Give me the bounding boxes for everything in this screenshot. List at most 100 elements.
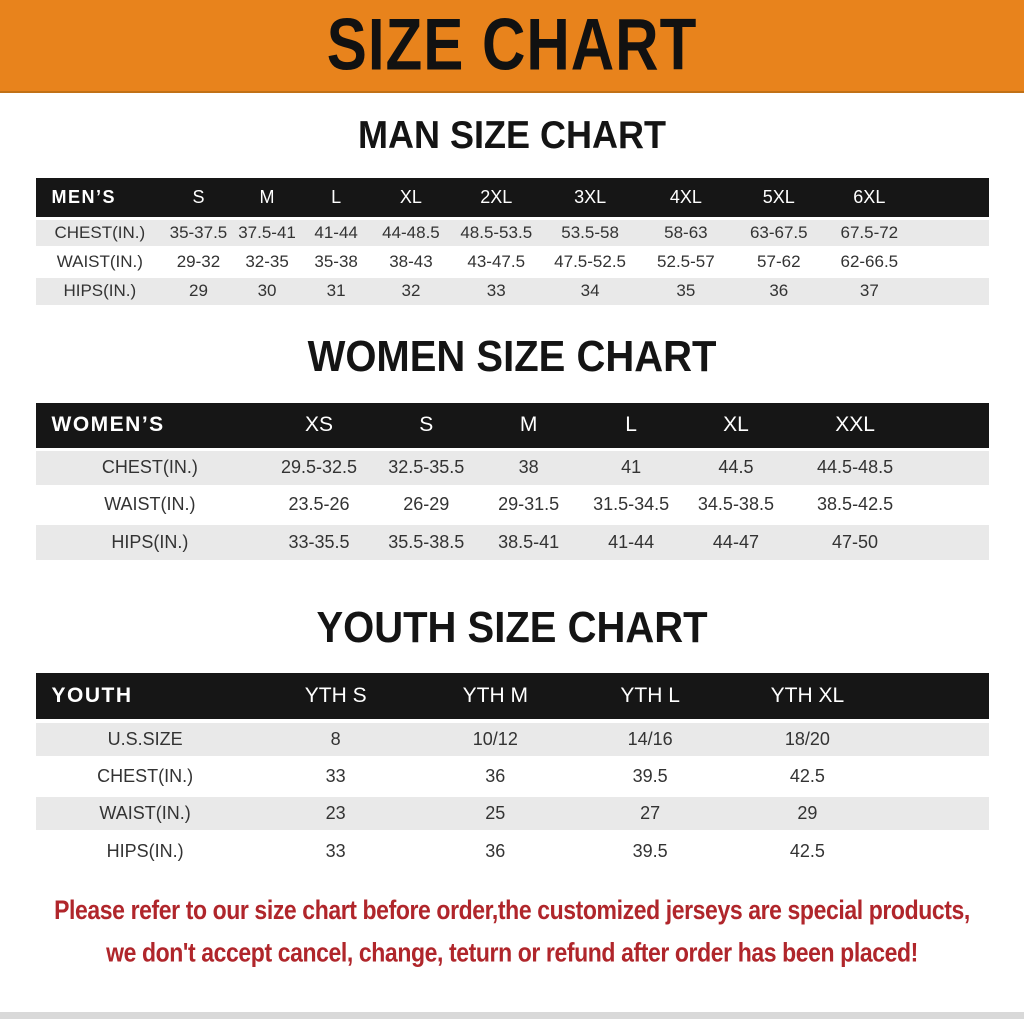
size-value-cell: 47-50 (788, 521, 922, 560)
table-row: CHEST(IN.) 35-37.5 37.5-41 41-44 44-48.5… (35, 216, 989, 247)
size-value-cell: 26-29 (373, 484, 479, 523)
filler-cell (921, 484, 989, 523)
size-value-cell: 34 (541, 274, 639, 305)
size-value-cell: 42.5 (726, 830, 889, 869)
filler-cell (888, 756, 989, 795)
size-value-cell: 29.5-32.5 (264, 447, 374, 486)
size-value-cell: 42.5 (726, 756, 889, 795)
filler-cell (921, 521, 989, 560)
size-value-cell: 8 (254, 719, 417, 758)
size-value-cell: 41-44 (301, 216, 371, 247)
size-value-cell: 44.5 (683, 447, 789, 486)
size-value-cell: 33 (254, 756, 417, 795)
size-value-cell: 41-44 (578, 521, 684, 560)
size-value-cell: 63-67.5 (733, 216, 825, 247)
youth-table-label: YOUTH (35, 673, 255, 721)
size-value-cell: 30 (232, 274, 302, 305)
size-value-cell: 31 (301, 274, 371, 305)
size-value-cell: 53.5-58 (541, 216, 639, 247)
size-header-cell: 5XL (733, 178, 825, 218)
size-value-cell: 35.5-38.5 (373, 521, 479, 560)
size-value-cell: 35-38 (301, 245, 371, 276)
size-value-cell: 27 (573, 793, 727, 832)
table-row: U.S.SIZE 8 10/12 14/16 18/20 (35, 719, 989, 758)
size-chart-title: SIZE CHART (326, 4, 698, 87)
table-header-row: MEN’S S M L XL 2XL 3XL 4XL 5XL 6XL (35, 178, 989, 218)
table-row: HIPS(IN.) 33 36 39.5 42.5 (35, 830, 989, 869)
man-size-chart-heading: MAN SIZE CHART (358, 112, 666, 157)
measurement-label: HIPS(IN.) (35, 274, 165, 305)
size-value-cell: 48.5-53.5 (450, 216, 542, 247)
size-value-cell: 38.5-42.5 (788, 484, 922, 523)
size-value-cell: 29 (726, 793, 889, 832)
table-row: WAIST(IN.) 29-32 32-35 35-38 38-43 43-47… (35, 245, 989, 276)
size-header-cell: XL (370, 178, 451, 218)
filler-cell (921, 447, 989, 486)
footer-line-2: we don't accept cancel, change, teturn o… (106, 937, 918, 968)
size-value-cell: 44-47 (683, 521, 789, 560)
size-header-cell: XXL (788, 403, 922, 449)
size-value-cell: 58-63 (638, 216, 734, 247)
size-value-cell: 41 (578, 447, 684, 486)
size-value-cell: 37 (824, 274, 915, 305)
size-value-cell: 43-47.5 (450, 245, 542, 276)
size-header-cell: L (578, 403, 684, 449)
size-value-cell: 32.5-35.5 (373, 447, 479, 486)
size-header-cell: S (164, 178, 233, 218)
size-header-cell: YTH M (416, 673, 574, 721)
size-value-cell: 23.5-26 (264, 484, 374, 523)
youth-size-chart-heading: YOUTH SIZE CHART (316, 604, 708, 652)
size-value-cell: 38.5-41 (478, 521, 579, 560)
size-value-cell: 33 (254, 830, 417, 869)
measurement-label: HIPS(IN.) (35, 521, 265, 560)
measurement-label: HIPS(IN.) (35, 830, 255, 869)
mens-size-table: MEN’S S M L XL 2XL 3XL 4XL 5XL 6XL CHEST… (35, 178, 989, 305)
table-row: CHEST(IN.) 29.5-32.5 32.5-35.5 38 41 44.… (35, 447, 989, 486)
size-header-cell: 2XL (450, 178, 542, 218)
womens-table-label: WOMEN’S (35, 403, 265, 449)
size-value-cell: 34.5-38.5 (683, 484, 789, 523)
size-value-cell: 52.5-57 (638, 245, 734, 276)
table-row: WAIST(IN.) 23.5-26 26-29 29-31.5 31.5-34… (35, 484, 989, 523)
size-value-cell: 29-31.5 (478, 484, 579, 523)
size-value-cell: 36 (733, 274, 825, 305)
size-value-cell: 10/12 (416, 719, 574, 758)
size-value-cell: 32-35 (232, 245, 302, 276)
size-value-cell: 33-35.5 (264, 521, 374, 560)
size-value-cell: 23 (254, 793, 417, 832)
size-header-cell: S (373, 403, 479, 449)
size-value-cell: 67.5-72 (824, 216, 915, 247)
size-value-cell: 39.5 (573, 756, 727, 795)
footer-line-1: Please refer to our size chart before or… (54, 894, 970, 925)
size-header-cell: M (478, 403, 579, 449)
table-row: WAIST(IN.) 23 25 27 29 (35, 793, 989, 832)
table-row: HIPS(IN.) 29 30 31 32 33 34 35 36 37 (35, 274, 989, 305)
size-value-cell: 44.5-48.5 (788, 447, 922, 486)
size-header-cell: XL (683, 403, 789, 449)
size-value-cell: 39.5 (573, 830, 727, 869)
header-filler-cell (921, 403, 989, 449)
size-header-cell: YTH S (254, 673, 417, 721)
size-value-cell: 35-37.5 (164, 216, 233, 247)
size-value-cell: 37.5-41 (232, 216, 302, 247)
header-filler-cell (888, 673, 989, 721)
measurement-label: WAIST(IN.) (35, 245, 165, 276)
size-header-cell: L (301, 178, 371, 218)
size-header-cell: XS (264, 403, 374, 449)
size-value-cell: 47.5-52.5 (541, 245, 639, 276)
size-header-cell: 6XL (824, 178, 915, 218)
size-value-cell: 33 (450, 274, 542, 305)
size-value-cell: 38-43 (370, 245, 451, 276)
size-value-cell: 36 (416, 756, 574, 795)
size-value-cell: 36 (416, 830, 574, 869)
measurement-label: WAIST(IN.) (35, 793, 255, 832)
size-value-cell: 62-66.5 (824, 245, 915, 276)
measurement-label: CHEST(IN.) (35, 447, 265, 486)
table-row: HIPS(IN.) 33-35.5 35.5-38.5 38.5-41 41-4… (35, 521, 989, 560)
table-header-row: YOUTH YTH S YTH M YTH L YTH XL (35, 673, 989, 721)
measurement-label: WAIST(IN.) (35, 484, 265, 523)
size-value-cell: 14/16 (573, 719, 727, 758)
womens-size-table: WOMEN’S XS S M L XL XXL CHEST(IN.) 29.5-… (35, 403, 989, 560)
orange-banner: SIZE CHART (0, 0, 1024, 93)
bottom-edge-strip (0, 1012, 1024, 1019)
